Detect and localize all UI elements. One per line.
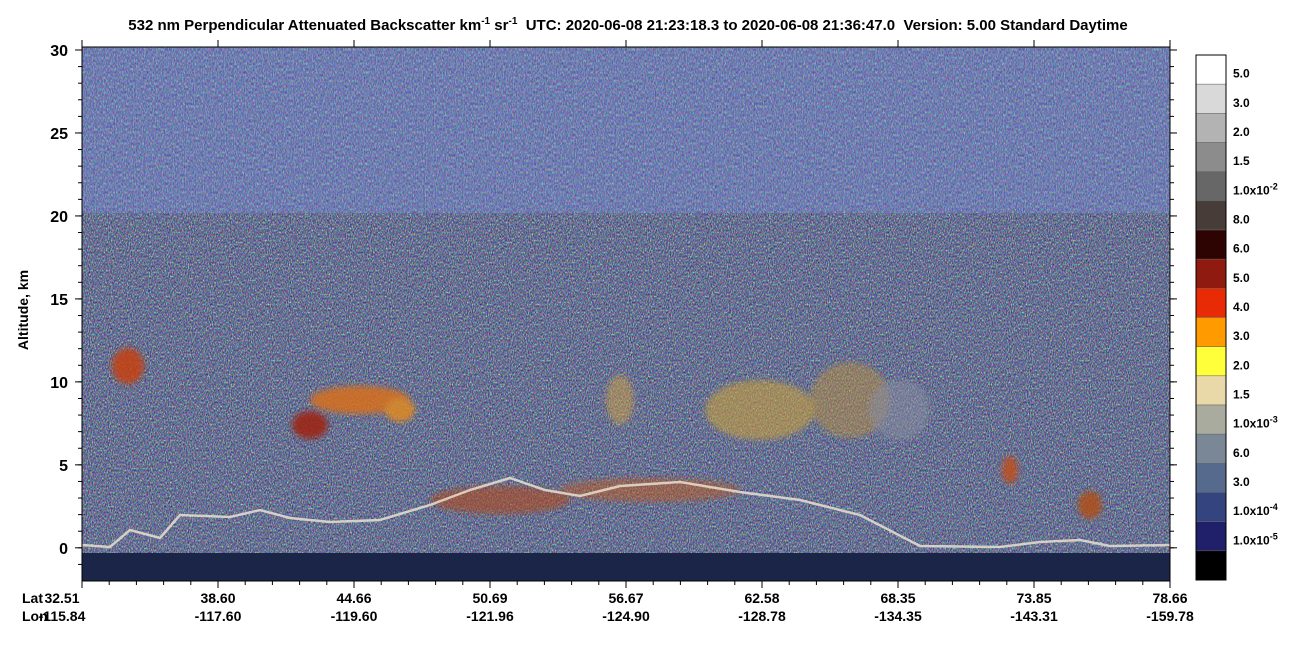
colorbar-label-base: 6.0 (1233, 446, 1250, 460)
x-tick-label: -115.84 (39, 608, 86, 624)
colorbar-bin (1195, 258, 1227, 289)
colorbar-label: 1.0x10-4 (1233, 502, 1278, 518)
noise-upper (82, 47, 1170, 213)
colorbar-label-base: 1.0x10 (1233, 183, 1270, 197)
colorbar-label: 3.0 (1233, 96, 1250, 110)
x-tick-label: 78.66 (1152, 590, 1187, 606)
colorbar-bin (1195, 317, 1227, 347)
colorbar-bin (1195, 54, 1227, 85)
y-tick-label: 5 (59, 458, 68, 475)
x-tick-label: -143.31 (1010, 608, 1058, 624)
colorbar-label: 1.5 (1233, 387, 1250, 401)
colorbar-bin (1195, 113, 1227, 143)
colorbar-label: 3.0 (1233, 475, 1250, 489)
x-tick-label: -117.60 (195, 608, 242, 624)
y-tick-label: 30 (50, 43, 68, 60)
colorbar-label: 3.0 (1233, 329, 1250, 343)
colorbar-label: 1.0x10-5 (1233, 531, 1278, 547)
colorbar-label: 5.0 (1233, 271, 1250, 285)
colorbar-label-sup: -3 (1270, 415, 1278, 425)
x-tick-label: -124.90 (602, 608, 650, 624)
x-tick-label: 68.35 (880, 590, 915, 606)
colorbar-label-base: 1.0x10 (1233, 417, 1270, 431)
colorbar-label-base: 2.0 (1233, 125, 1250, 139)
x-tick-label: -134.35 (874, 608, 922, 624)
colorbar-bin (1195, 229, 1227, 260)
title-part: UTC: 2020-06-08 21:23:18.3 to 2020-06-08… (517, 17, 1127, 34)
colorbar-label: 6.0 (1233, 446, 1250, 460)
colorbar-bin (1195, 521, 1227, 552)
x-tick-label: -159.78 (1146, 608, 1194, 624)
colorbar-label: 5.0 (1233, 67, 1250, 81)
colorbar-label-sup: -4 (1270, 502, 1278, 512)
colorbar-bin (1195, 492, 1227, 522)
colorbar-bin (1195, 142, 1227, 172)
x-tick-label: 50.69 (472, 590, 507, 606)
title-part: 532 nm Perpendicular Attenuated Backscat… (128, 17, 481, 34)
x-tick-label: -121.96 (466, 608, 514, 624)
colorbar-bin (1195, 463, 1227, 493)
y-axis-label: Altitude, km (15, 270, 31, 350)
colorbar-label: 2.0 (1233, 125, 1250, 139)
colorbar-bin (1195, 433, 1227, 464)
colorbar-bin (1195, 171, 1227, 202)
colorbar-bin (1195, 200, 1227, 231)
colorbar-label: 4.0 (1233, 300, 1250, 314)
title-sup: -1 (481, 16, 490, 27)
colorbar-label-base: 3.0 (1233, 96, 1250, 110)
colorbar-frame (1195, 54, 1227, 581)
colorbar-label: 8.0 (1233, 212, 1250, 226)
x-tick-label: 38.60 (200, 590, 235, 606)
colorbar-label: 1.0x10-2 (1233, 181, 1278, 197)
colorbar-label-base: 1.5 (1233, 154, 1250, 168)
colorbar-label-base: 2.0 (1233, 358, 1250, 372)
colorbar-label-base: 6.0 (1233, 242, 1250, 256)
colorbar-label-base: 1.0x10 (1233, 504, 1270, 518)
x-row-name: Lon (22, 608, 48, 624)
colorbar-label-base: 1.5 (1233, 387, 1250, 401)
colorbar-bin (1195, 550, 1227, 581)
x-tick-label: 56.67 (608, 590, 643, 606)
title-part: sr (490, 17, 509, 34)
chart-title: 532 nm Perpendicular Attenuated Backscat… (128, 16, 1127, 34)
x-tick-label: -119.60 (331, 608, 378, 624)
colorbar-label-base: 3.0 (1233, 475, 1250, 489)
y-tick-label: 25 (50, 126, 68, 143)
colorbar-label: 6.0 (1233, 242, 1250, 256)
x-tick-label: 44.66 (336, 590, 371, 606)
x-tick-label: 62.58 (744, 590, 779, 606)
colorbar-bin (1195, 83, 1227, 114)
x-tick-label: 73.85 (1016, 590, 1051, 606)
y-tick-label: 0 (59, 541, 68, 558)
surface-return (82, 476, 1170, 549)
colorbar-label-base: 8.0 (1233, 212, 1250, 226)
x-tick-label: -128.78 (738, 608, 786, 624)
colorbar-label-base: 4.0 (1233, 300, 1250, 314)
colorbar-bin (1195, 404, 1227, 435)
colorbar-label-sup: -2 (1270, 181, 1278, 191)
colorbar-label-base: 3.0 (1233, 329, 1250, 343)
y-tick-label: 10 (50, 375, 68, 392)
colorbar-label: 1.0x10-3 (1233, 415, 1278, 431)
colorbar-label-base: 5.0 (1233, 67, 1250, 81)
colorbar-bin (1195, 346, 1227, 377)
subsurface (82, 553, 1170, 581)
colorbar-label: 1.5 (1233, 154, 1250, 168)
colorbar-label-sup: -5 (1270, 531, 1278, 541)
title-sup: -1 (508, 16, 517, 27)
y-tick-label: 20 (50, 209, 68, 226)
colorbar-bin (1195, 288, 1227, 318)
backscatter-image (82, 47, 1170, 581)
colorbar-bin (1195, 375, 1227, 406)
x-row-name: Lat (22, 590, 43, 606)
colorbar-label: 2.0 (1233, 358, 1250, 372)
y-tick-label: 15 (50, 292, 68, 309)
colorbar-label-base: 5.0 (1233, 271, 1250, 285)
x-tick-label: 32.51 (44, 590, 79, 606)
colorbar-label-base: 1.0x10 (1233, 533, 1270, 547)
